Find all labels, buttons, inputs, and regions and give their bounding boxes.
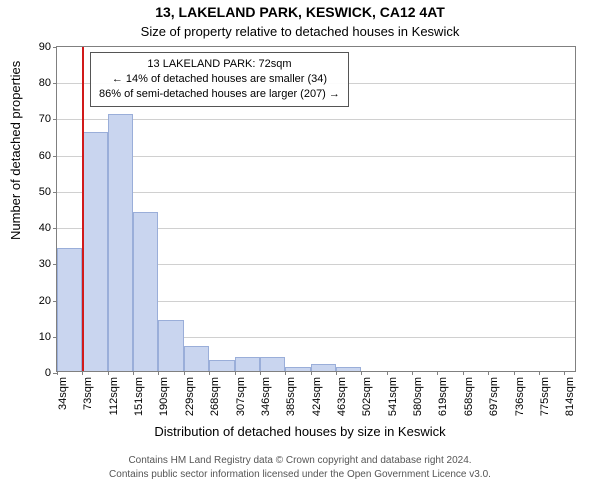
y-tick-label: 80: [39, 77, 51, 89]
x-tick-label: 658sqm: [463, 377, 475, 416]
y-tick-label: 20: [39, 295, 51, 307]
histogram-bar: [311, 364, 336, 371]
annotation-line-2: ← 14% of detached houses are smaller (34…: [99, 72, 340, 87]
annotation-line-1: 13 LAKELAND PARK: 72sqm: [99, 57, 340, 72]
x-tick-mark: [387, 371, 388, 375]
histogram-bar: [184, 346, 209, 371]
x-tick-mark: [412, 371, 413, 375]
x-tick-label: 151sqm: [133, 377, 145, 416]
footer-attribution: Contains HM Land Registry data © Crown c…: [0, 454, 600, 481]
x-tick-label: 463sqm: [336, 377, 348, 416]
x-tick-label: 502sqm: [361, 377, 373, 416]
x-tick-mark: [336, 371, 337, 375]
histogram-bar: [57, 248, 82, 371]
x-tick-label: 307sqm: [235, 377, 247, 416]
x-tick-mark: [361, 371, 362, 375]
x-tick-label: 73sqm: [82, 377, 94, 410]
y-tick-label: 60: [39, 150, 51, 162]
y-tick-label: 30: [39, 258, 51, 270]
x-tick-label: 190sqm: [158, 377, 170, 416]
x-tick-mark: [463, 371, 464, 375]
histogram-bar: [285, 367, 310, 371]
chart-title-main: 13, LAKELAND PARK, KESWICK, CA12 4AT: [0, 4, 600, 20]
y-tick-label: 70: [39, 113, 51, 125]
x-tick-label: 775sqm: [539, 377, 551, 416]
annotation-line-3: 86% of semi-detached houses are larger (…: [99, 87, 340, 102]
gridline: [57, 192, 575, 193]
x-tick-mark: [260, 371, 261, 375]
gridline: [57, 119, 575, 120]
histogram-bar: [260, 357, 285, 371]
histogram-bar: [133, 212, 158, 371]
y-tick-label: 40: [39, 222, 51, 234]
x-tick-mark: [108, 371, 109, 375]
x-tick-label: 736sqm: [514, 377, 526, 416]
chart-container: 13, LAKELAND PARK, KESWICK, CA12 4AT Siz…: [0, 0, 600, 500]
y-tick-label: 0: [45, 367, 51, 379]
histogram-bar: [235, 357, 260, 371]
x-tick-mark: [158, 371, 159, 375]
x-tick-label: 619sqm: [437, 377, 449, 416]
y-tick-label: 10: [39, 331, 51, 343]
x-tick-label: 541sqm: [387, 377, 399, 416]
x-tick-label: 814sqm: [564, 377, 576, 416]
histogram-bar: [82, 132, 107, 371]
x-tick-mark: [184, 371, 185, 375]
y-axis-label: Number of detached properties: [8, 61, 23, 240]
annotation-box: 13 LAKELAND PARK: 72sqm ← 14% of detache…: [90, 52, 349, 107]
x-tick-label: 268sqm: [209, 377, 221, 416]
x-tick-mark: [57, 371, 58, 375]
chart-title-sub: Size of property relative to detached ho…: [0, 24, 600, 39]
x-tick-mark: [209, 371, 210, 375]
x-tick-mark: [133, 371, 134, 375]
y-tick-label: 50: [39, 186, 51, 198]
x-tick-mark: [235, 371, 236, 375]
footer-line-1: Contains HM Land Registry data © Crown c…: [0, 454, 600, 468]
x-tick-mark: [82, 371, 83, 375]
histogram-bar: [336, 367, 361, 371]
x-axis-label: Distribution of detached houses by size …: [0, 424, 600, 439]
x-tick-mark: [285, 371, 286, 375]
x-tick-label: 346sqm: [260, 377, 272, 416]
footer-line-2: Contains public sector information licen…: [0, 468, 600, 482]
property-marker-line: [82, 47, 84, 371]
x-tick-mark: [488, 371, 489, 375]
x-tick-mark: [514, 371, 515, 375]
x-tick-label: 385sqm: [285, 377, 297, 416]
x-tick-mark: [539, 371, 540, 375]
histogram-bar: [158, 320, 183, 371]
y-tick-label: 90: [39, 41, 51, 53]
histogram-bar: [209, 360, 234, 371]
histogram-bar: [108, 114, 133, 371]
x-tick-mark: [564, 371, 565, 375]
x-tick-label: 697sqm: [488, 377, 500, 416]
x-tick-mark: [437, 371, 438, 375]
x-tick-label: 580sqm: [412, 377, 424, 416]
x-tick-label: 112sqm: [108, 377, 120, 415]
x-tick-label: 34sqm: [57, 377, 69, 410]
gridline: [57, 156, 575, 157]
x-tick-mark: [311, 371, 312, 375]
x-tick-label: 424sqm: [311, 377, 323, 416]
x-tick-label: 229sqm: [184, 377, 196, 416]
